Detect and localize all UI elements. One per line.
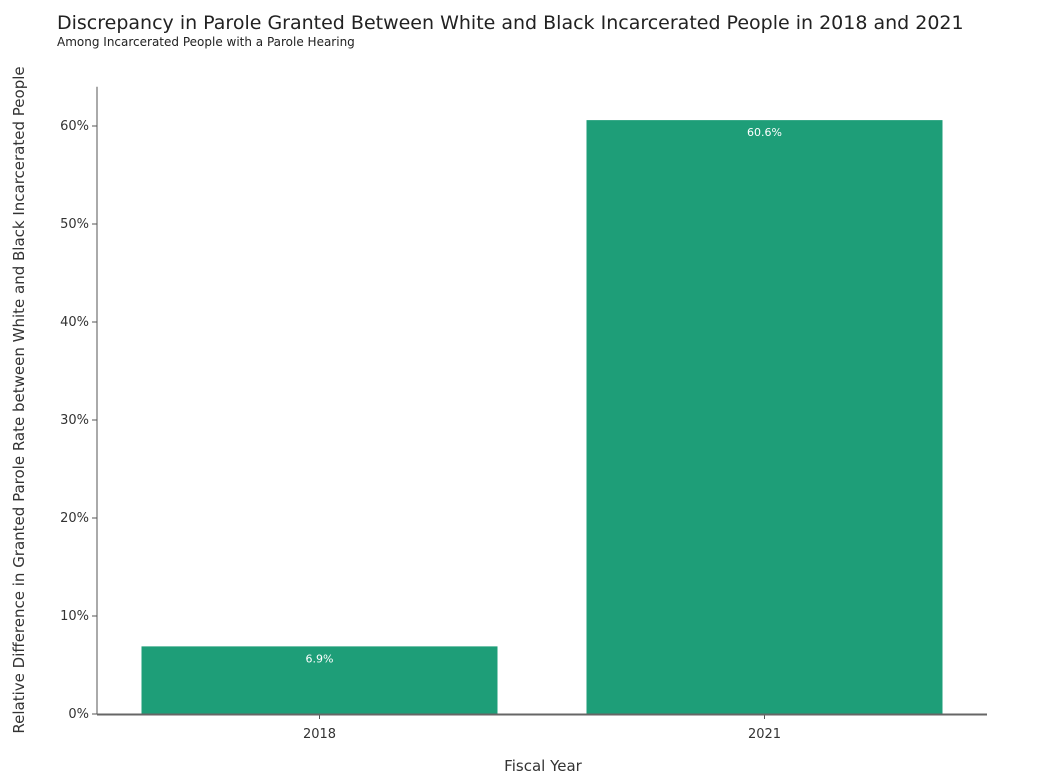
x-tick-label: 2018: [303, 727, 336, 742]
y-tick-label: 10%: [60, 609, 89, 624]
y-axis-label: Relative Difference in Granted Parole Ra…: [10, 66, 28, 733]
y-tick-label: 50%: [60, 217, 89, 232]
bar: [141, 646, 498, 714]
y-tick-label: 20%: [60, 511, 89, 526]
bar: [586, 120, 943, 715]
bar-value-label: 6.9%: [306, 652, 334, 665]
bar-value-label: 60.6%: [747, 126, 782, 139]
y-tick-label: 40%: [60, 315, 89, 330]
x-axis-label: Fiscal Year: [504, 757, 582, 775]
chart-subtitle: Among Incarcerated People with a Parole …: [57, 35, 355, 49]
plot-area: 0% 10% 20% 30% 40% 50% 60% 6.9% 2018 60.6% 2021: [60, 86, 987, 742]
y-tick-label: 60%: [60, 119, 89, 134]
y-tick-label: 30%: [60, 413, 89, 428]
y-tick-label: 0%: [68, 707, 89, 722]
x-tick-label: 2021: [748, 727, 781, 742]
chart-title: Discrepancy in Parole Granted Between Wh…: [57, 12, 964, 34]
